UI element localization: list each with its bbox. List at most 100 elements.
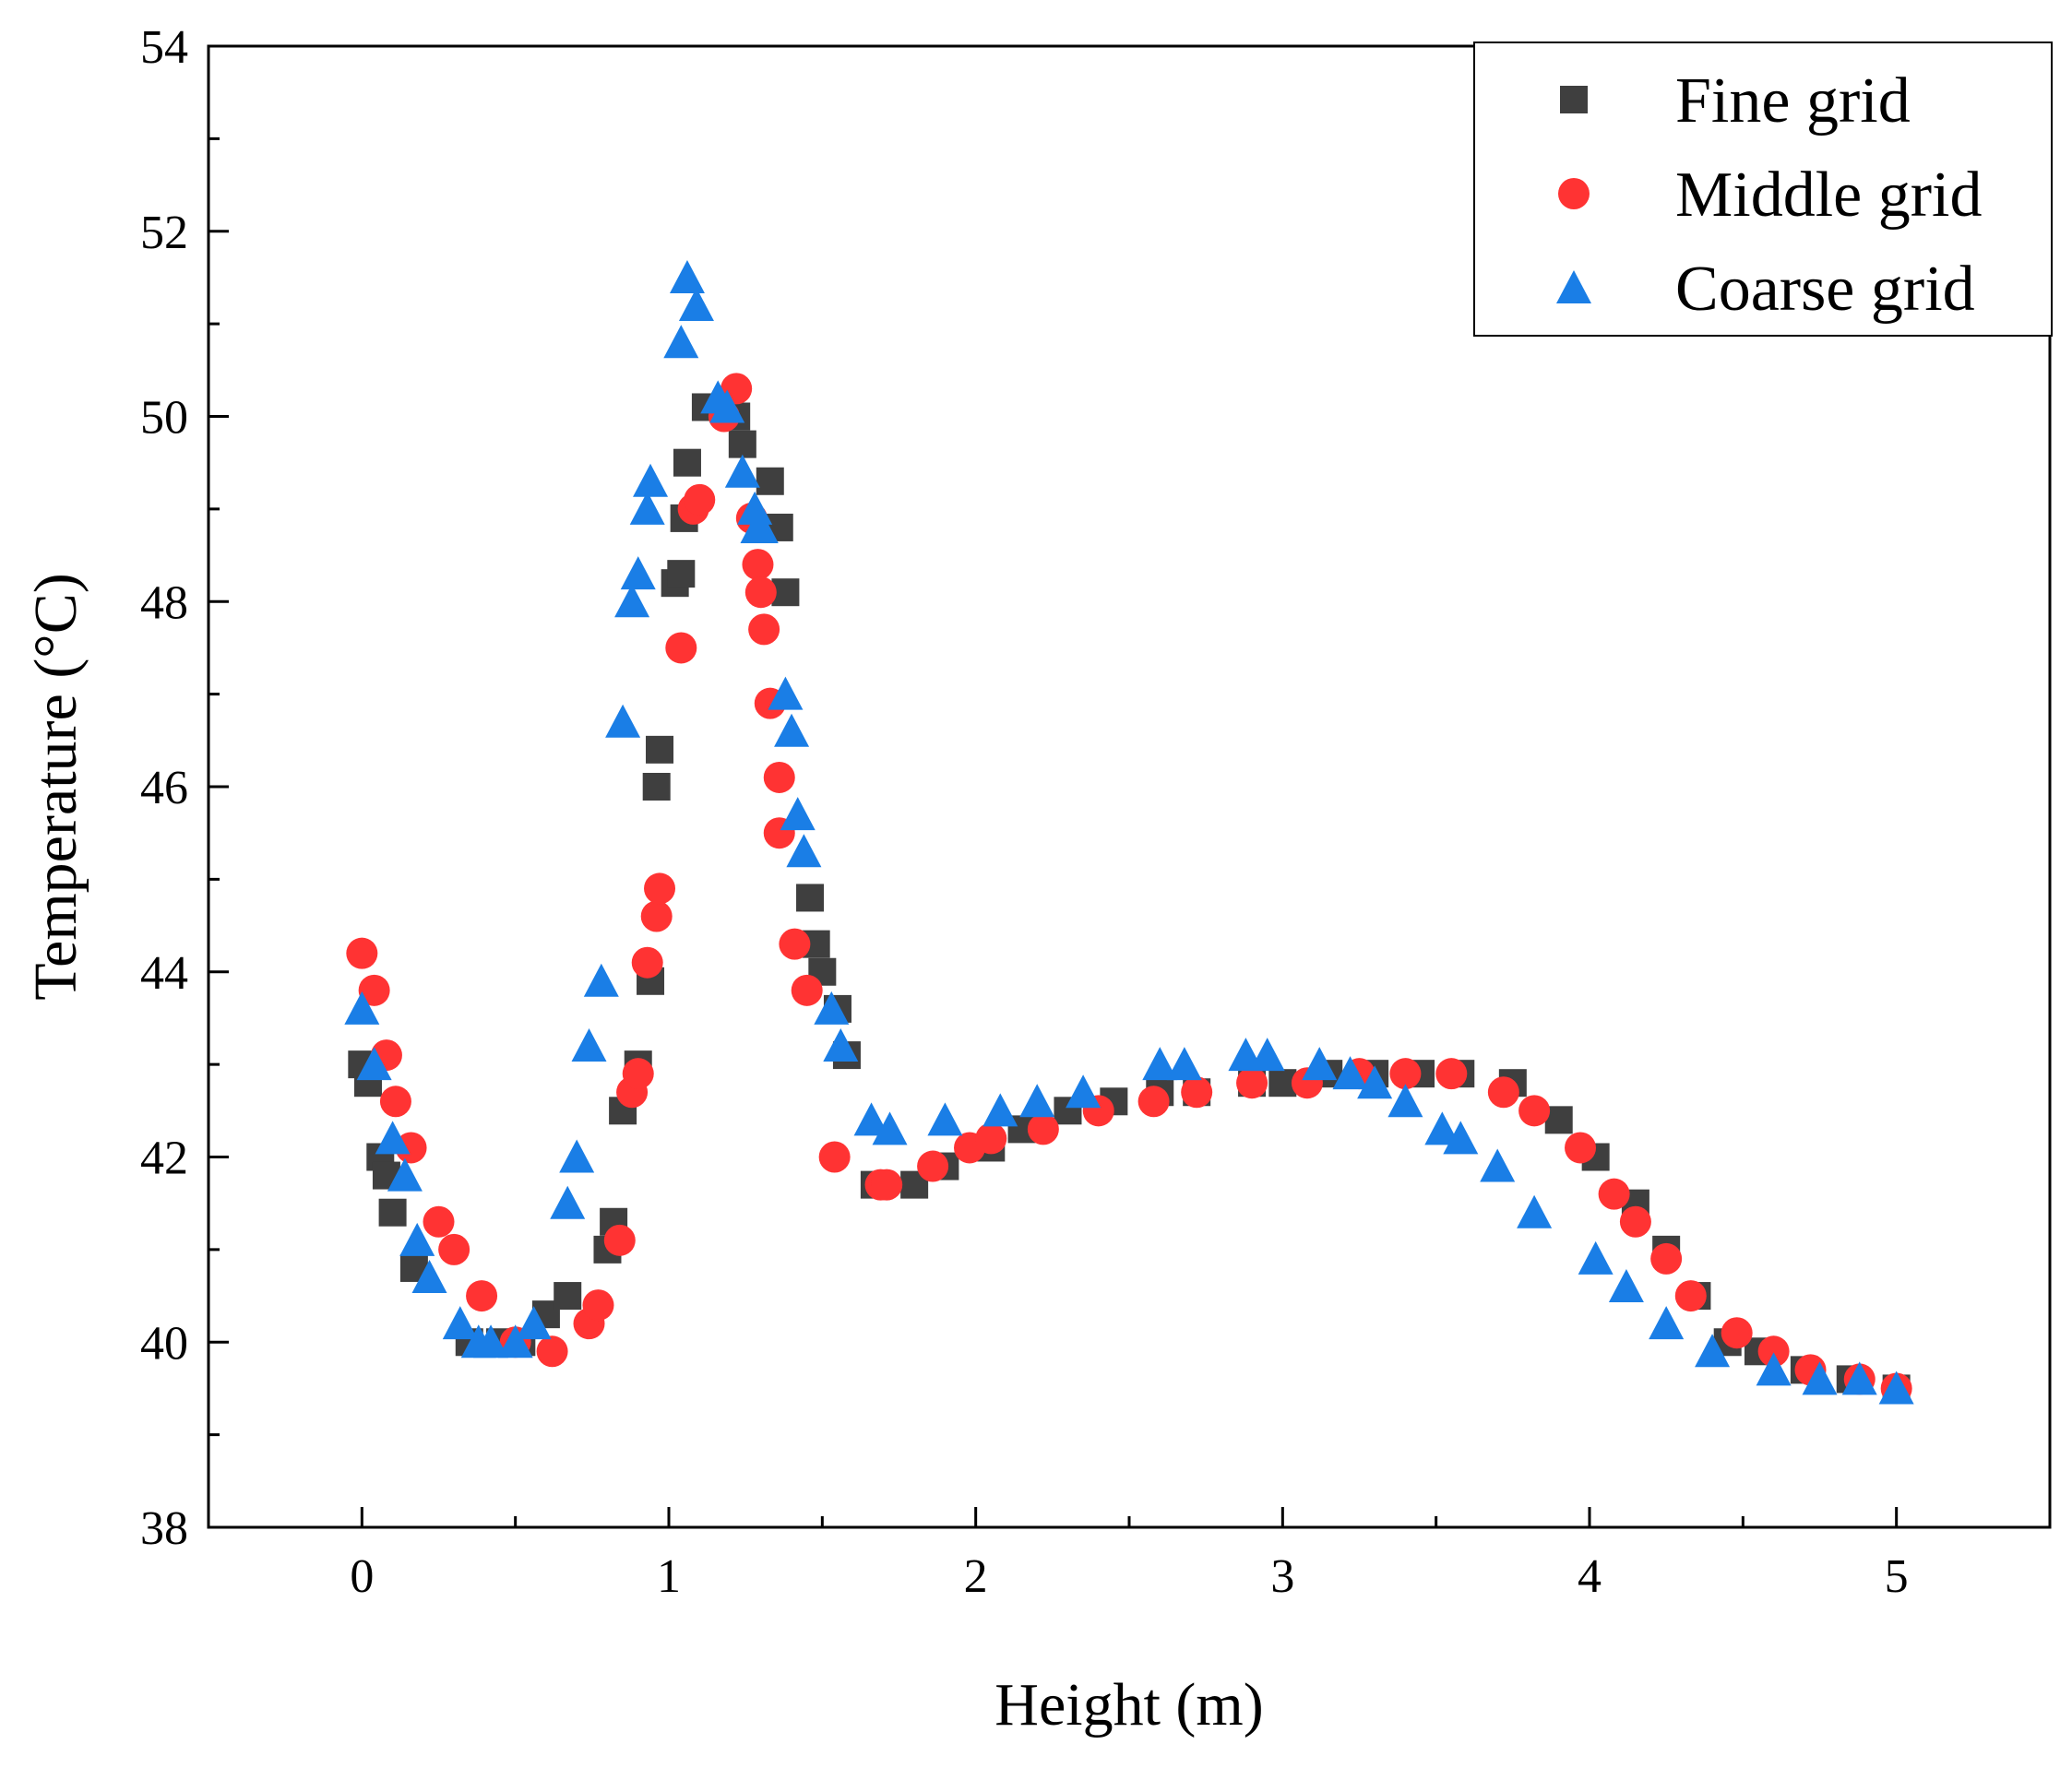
data-point xyxy=(622,1058,654,1090)
data-point xyxy=(379,1086,411,1118)
x-tick-label: 5 xyxy=(1885,1550,1909,1603)
data-point xyxy=(1435,1058,1468,1090)
data-point xyxy=(516,1306,552,1340)
data-point xyxy=(1598,1178,1630,1210)
data-point xyxy=(742,549,774,581)
data-point xyxy=(673,448,701,477)
data-point xyxy=(633,463,669,497)
data-point xyxy=(665,632,697,664)
data-point xyxy=(1181,1076,1213,1109)
plot-frame xyxy=(207,44,2052,1529)
data-point xyxy=(853,1102,889,1136)
data-point xyxy=(642,773,671,801)
data-point xyxy=(872,1111,908,1145)
data-point xyxy=(1878,1370,1914,1405)
data-point xyxy=(768,676,804,710)
data-point xyxy=(1166,1047,1202,1081)
data-point xyxy=(927,1102,963,1136)
data-point xyxy=(663,325,699,359)
data-point xyxy=(646,735,674,764)
legend-label-coarse-grid: Coarse grid xyxy=(1675,254,1975,325)
data-point xyxy=(497,1324,533,1359)
data-point xyxy=(466,1280,498,1312)
x-tick-label: 3 xyxy=(1270,1550,1294,1603)
data-point xyxy=(438,1233,470,1265)
data-point xyxy=(1249,1038,1285,1072)
data-point xyxy=(744,576,777,609)
data-point xyxy=(1619,1205,1651,1238)
data-point xyxy=(442,1306,478,1340)
ticks-layer: 0 1 2 3 4 5 38 40 42 44 46 48 50 52 54 xyxy=(140,21,2052,1603)
data-point xyxy=(1674,1280,1707,1312)
data-point xyxy=(786,834,822,868)
series-middle-grid xyxy=(346,373,1912,1405)
data-point xyxy=(818,1141,851,1173)
data-point xyxy=(536,1335,568,1368)
data-point xyxy=(473,1324,509,1359)
data-point xyxy=(550,1185,586,1219)
data-point xyxy=(1695,1334,1731,1368)
data-point xyxy=(709,389,745,423)
data-point xyxy=(763,761,795,793)
data-point xyxy=(395,1132,427,1164)
legend-entry-coarse-grid: Coarse grid xyxy=(1556,254,1975,325)
data-point xyxy=(756,467,784,495)
data-point xyxy=(1578,1240,1614,1275)
data-point xyxy=(728,430,756,458)
y-tick-label: 52 xyxy=(140,207,188,259)
data-point xyxy=(378,1198,407,1227)
x-tick-label: 4 xyxy=(1578,1550,1602,1603)
data-point xyxy=(375,1121,411,1155)
y-tick-label: 54 xyxy=(140,21,188,74)
data-point xyxy=(640,900,673,932)
data-point xyxy=(1027,1113,1059,1145)
data-point xyxy=(1721,1317,1753,1349)
legend-entry-middle-grid: Middle grid xyxy=(1558,160,1982,231)
data-point xyxy=(614,584,650,618)
data-point xyxy=(917,1150,949,1182)
legend-marker-middle-grid xyxy=(1558,178,1590,209)
data-point xyxy=(620,556,656,590)
data-point xyxy=(1357,1065,1393,1099)
y-tick-label: 40 xyxy=(140,1317,188,1370)
series-coarse-grid xyxy=(344,259,1914,1405)
data-point xyxy=(358,974,390,1006)
data-point xyxy=(571,1028,607,1062)
data-point xyxy=(779,928,811,960)
data-point xyxy=(1757,1335,1790,1368)
data-point xyxy=(774,713,810,747)
data-point xyxy=(631,946,663,979)
data-point xyxy=(975,1122,1007,1155)
legend-marker-shape xyxy=(1556,270,1591,303)
data-point xyxy=(1518,1095,1551,1127)
data-point xyxy=(1389,1058,1422,1090)
y-tick-label: 48 xyxy=(140,576,188,629)
data-point xyxy=(1332,1056,1368,1090)
legend-label-middle-grid: Middle grid xyxy=(1675,160,1982,231)
data-point xyxy=(1019,1084,1055,1118)
data-point xyxy=(346,937,378,969)
data-point xyxy=(1565,1132,1597,1164)
x-tick-label: 2 xyxy=(964,1550,988,1603)
x-tick-label: 0 xyxy=(350,1550,374,1603)
y-tick-label: 46 xyxy=(140,762,188,814)
data-point xyxy=(387,1157,423,1192)
data-point xyxy=(1756,1352,1792,1386)
data-point xyxy=(1802,1361,1838,1395)
data-point xyxy=(1066,1074,1101,1109)
data-point xyxy=(411,1259,447,1293)
data-point xyxy=(814,991,850,1025)
y-tick-label: 38 xyxy=(140,1502,188,1555)
data-point xyxy=(399,1222,435,1256)
x-tick-label: 1 xyxy=(657,1550,681,1603)
data-point xyxy=(667,560,696,588)
data-point xyxy=(678,288,714,322)
data-point xyxy=(1142,1047,1178,1081)
x-axis-title: Height (m) xyxy=(994,1671,1263,1738)
legend-marker-shape xyxy=(1560,86,1588,113)
legend-marker-shape xyxy=(1558,178,1590,209)
data-point xyxy=(1517,1194,1553,1228)
data-point xyxy=(743,509,779,543)
y-tick-label: 42 xyxy=(140,1133,188,1185)
